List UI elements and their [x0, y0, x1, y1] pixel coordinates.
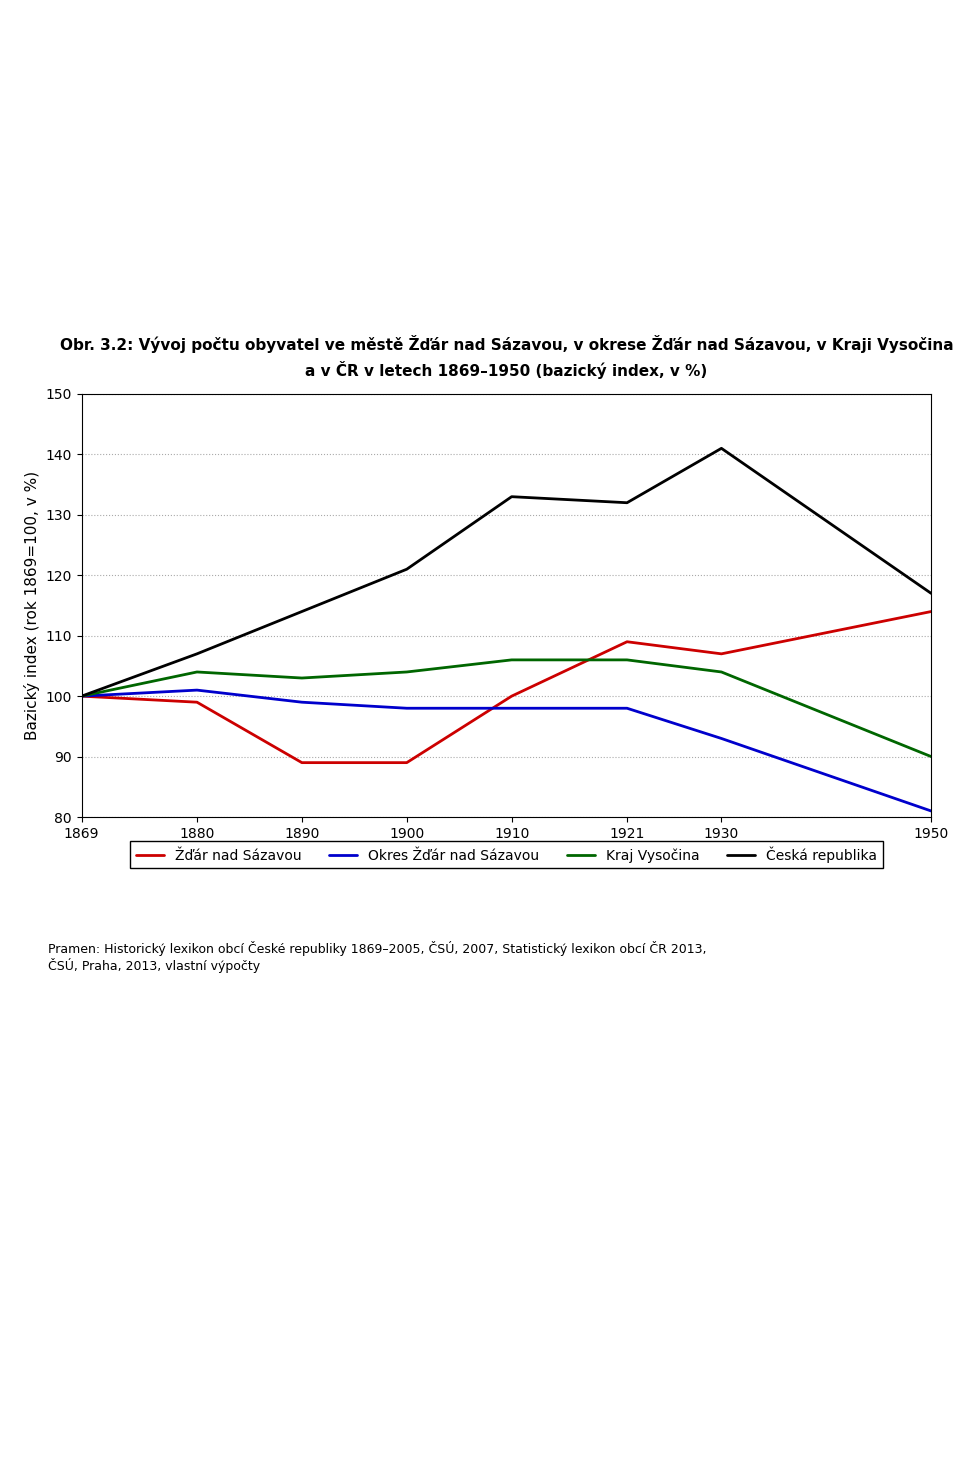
- Text: Pramen: Historický lexikon obcí České republiky 1869–2005, ČSÚ, 2007, Statistick: Pramen: Historický lexikon obcí České re…: [48, 941, 707, 973]
- Česká republika: [506, 487, 517, 505]
- Text: a v ČR v letech 1869–1950 (bazický index, v %): a v ČR v letech 1869–1950 (bazický index…: [305, 362, 708, 379]
- Žďár nad Sázavou: [506, 687, 517, 705]
- Česká republika: [191, 645, 203, 662]
- Česká republika: [621, 495, 633, 512]
- Okres Žďár nad Sázavou: [715, 730, 727, 747]
- Česká republika: [296, 603, 307, 620]
- Česká republika: [925, 585, 937, 603]
- Česká republika: [76, 687, 87, 705]
- Žďár nad Sázavou: [191, 693, 203, 711]
- Line: Kraj Vysočina: Kraj Vysočina: [82, 659, 931, 757]
- Žďár nad Sázavou: [401, 754, 413, 772]
- Legend: Žďár nad Sázavou, Okres Žďár nad Sázavou, Kraj Vysočina, Česká republika: Žďár nad Sázavou, Okres Žďár nad Sázavou…: [131, 840, 882, 868]
- Line: Česká republika: Česká republika: [82, 448, 931, 696]
- Okres Žďár nad Sázavou: [925, 802, 937, 820]
- Line: Žďár nad Sázavou: Žďár nad Sázavou: [82, 611, 931, 763]
- Kraj Vysočina: [401, 664, 413, 681]
- Kraj Vysočina: [296, 670, 307, 687]
- Okres Žďár nad Sázavou: [506, 699, 517, 716]
- Okres Žďár nad Sázavou: [621, 699, 633, 716]
- Kraj Vysočina: [76, 687, 87, 705]
- Žďár nad Sázavou: [76, 687, 87, 705]
- Line: Okres Žďár nad Sázavou: Okres Žďár nad Sázavou: [82, 690, 931, 811]
- Okres Žďár nad Sázavou: [401, 699, 413, 716]
- Česká republika: [401, 560, 413, 578]
- Kraj Vysočina: [621, 651, 633, 668]
- Česká republika: [715, 439, 727, 457]
- Okres Žďár nad Sázavou: [296, 693, 307, 711]
- X-axis label: Rok: Rok: [491, 846, 522, 861]
- Žďár nad Sázavou: [925, 603, 937, 620]
- Kraj Vysočina: [925, 748, 937, 766]
- Kraj Vysočina: [191, 664, 203, 681]
- Okres Žďár nad Sázavou: [191, 681, 203, 699]
- Žďár nad Sázavou: [715, 645, 727, 662]
- Y-axis label: Bazický index (rok 1869=100, v %): Bazický index (rok 1869=100, v %): [24, 471, 39, 740]
- Okres Žďár nad Sázavou: [76, 687, 87, 705]
- Kraj Vysočina: [506, 651, 517, 668]
- Žďár nad Sázavou: [621, 633, 633, 651]
- Žďár nad Sázavou: [296, 754, 307, 772]
- Text: Obr. 3.2: Vývoj počtu obyvatel ve městě Žďár nad Sázavou, v okrese Žďár nad Sáza: Obr. 3.2: Vývoj počtu obyvatel ve městě …: [60, 336, 953, 353]
- Kraj Vysočina: [715, 664, 727, 681]
